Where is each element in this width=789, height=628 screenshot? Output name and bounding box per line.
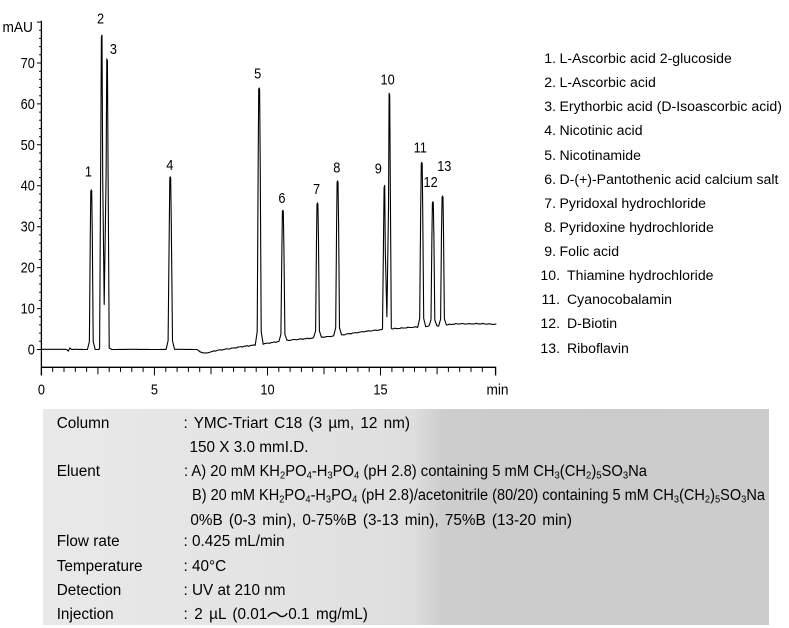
svg-text:10: 10 xyxy=(21,299,35,316)
svg-text:8: 8 xyxy=(333,159,340,176)
svg-text:9: 9 xyxy=(375,159,382,176)
svg-text:0: 0 xyxy=(38,380,45,397)
svg-text:40: 40 xyxy=(21,177,35,194)
svg-text:70: 70 xyxy=(21,54,35,71)
svg-text:mAU: mAU xyxy=(3,19,33,36)
svg-text:50: 50 xyxy=(21,136,35,153)
svg-text:0: 0 xyxy=(28,340,35,357)
svg-text:4: 4 xyxy=(166,156,173,173)
svg-text:min: min xyxy=(486,382,508,399)
svg-text:60: 60 xyxy=(21,95,35,112)
svg-text:13: 13 xyxy=(437,157,451,174)
svg-text:30: 30 xyxy=(21,218,35,235)
svg-text:2: 2 xyxy=(97,9,104,26)
svg-text:3: 3 xyxy=(110,40,117,57)
svg-text:11: 11 xyxy=(414,139,427,156)
svg-text:5: 5 xyxy=(254,65,261,82)
svg-text:5: 5 xyxy=(151,380,158,397)
svg-text:6: 6 xyxy=(278,189,285,206)
svg-text:7: 7 xyxy=(313,180,320,197)
svg-text:12: 12 xyxy=(424,173,438,190)
svg-text:20: 20 xyxy=(21,258,35,275)
svg-text:15: 15 xyxy=(373,380,387,397)
svg-text:10: 10 xyxy=(260,380,274,397)
svg-text:1: 1 xyxy=(85,163,92,180)
svg-text:10: 10 xyxy=(381,71,395,88)
